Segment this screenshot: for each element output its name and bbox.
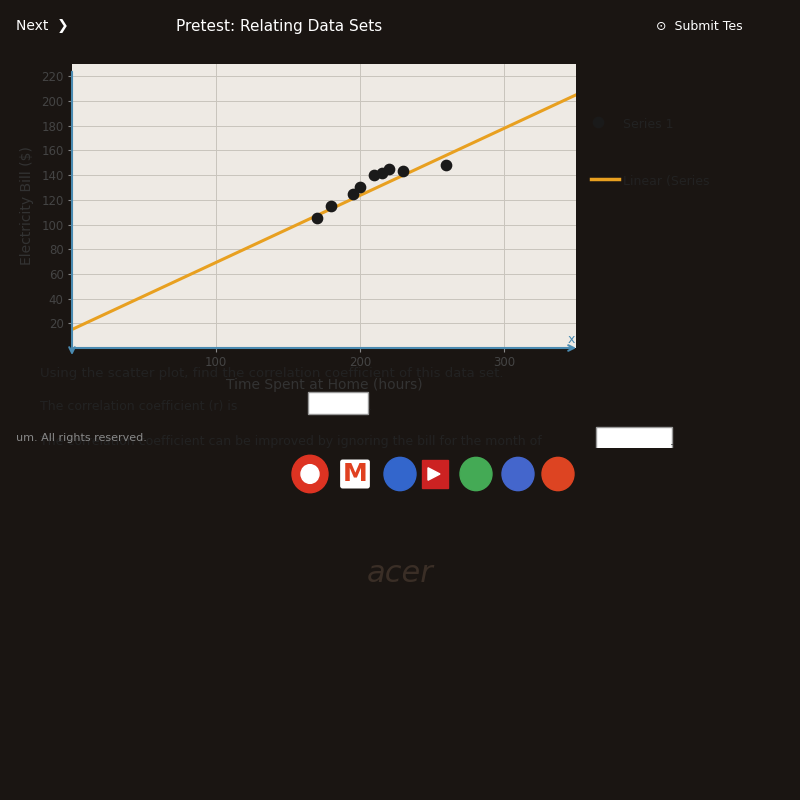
FancyBboxPatch shape bbox=[596, 427, 672, 449]
Circle shape bbox=[460, 458, 492, 490]
Bar bbox=[422, 461, 448, 487]
Point bbox=[325, 199, 338, 212]
Point bbox=[346, 187, 359, 200]
Y-axis label: Electricity Bill ($): Electricity Bill ($) bbox=[20, 146, 34, 266]
FancyBboxPatch shape bbox=[308, 392, 368, 414]
Point bbox=[440, 159, 453, 172]
Text: Pretest: Relating Data Sets: Pretest: Relating Data Sets bbox=[176, 18, 382, 34]
Text: x: x bbox=[567, 333, 574, 346]
Text: um. All rights reserved.: um. All rights reserved. bbox=[16, 433, 147, 443]
Point bbox=[397, 165, 410, 178]
Circle shape bbox=[502, 458, 534, 490]
Point bbox=[368, 169, 381, 182]
Text: acer: acer bbox=[366, 559, 434, 589]
Circle shape bbox=[301, 465, 319, 483]
Text: M: M bbox=[342, 462, 367, 486]
Point bbox=[354, 181, 366, 194]
Text: Linear (Series: Linear (Series bbox=[622, 175, 710, 188]
Text: .: . bbox=[364, 400, 372, 413]
Text: Series 1: Series 1 bbox=[622, 118, 674, 130]
Text: .: . bbox=[666, 435, 674, 448]
Point bbox=[375, 166, 388, 179]
Text: Next  ❯: Next ❯ bbox=[16, 19, 69, 33]
Point bbox=[382, 162, 395, 175]
Circle shape bbox=[542, 458, 574, 490]
Circle shape bbox=[292, 455, 328, 493]
Text: The correlation coefficient can be improved by ignoring the bill for the month o: The correlation coefficient can be impro… bbox=[40, 435, 550, 448]
Point bbox=[310, 212, 323, 225]
Polygon shape bbox=[428, 468, 440, 480]
Text: The correlation coefficient (r) is: The correlation coefficient (r) is bbox=[40, 400, 246, 413]
Circle shape bbox=[384, 458, 416, 490]
Text: Using the scatter plot, find the correlation coefficient of this data set.: Using the scatter plot, find the correla… bbox=[40, 367, 503, 380]
Text: ⊙  Submit Tes: ⊙ Submit Tes bbox=[656, 19, 742, 33]
X-axis label: Time Spent at Home (hours): Time Spent at Home (hours) bbox=[226, 378, 422, 392]
